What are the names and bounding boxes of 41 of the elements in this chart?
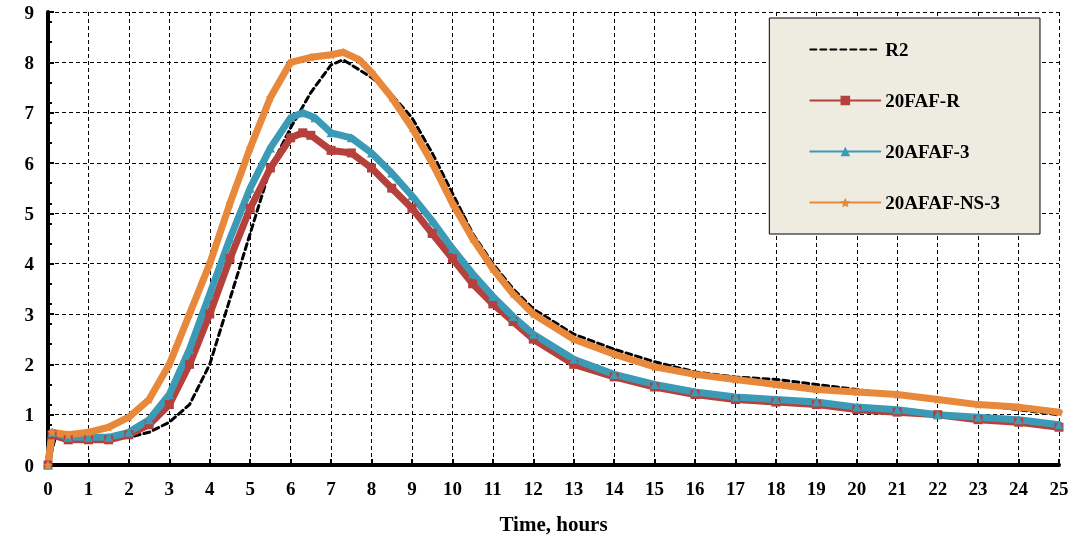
x-tick-label: 15 — [645, 478, 665, 499]
legend-label: 20FAF-R — [885, 90, 961, 111]
x-tick-label: 2 — [124, 478, 134, 499]
y-tick-label: 9 — [24, 1, 34, 23]
x-tick-label: 4 — [205, 478, 216, 499]
x-tick-label: 3 — [164, 478, 175, 499]
x-tick-label: 9 — [407, 478, 417, 499]
x-tick-label: 22 — [928, 478, 948, 499]
x-tick-label: 1 — [83, 478, 94, 499]
x-tick-label: 23 — [968, 478, 988, 499]
x-tick-label: 19 — [806, 478, 826, 499]
x-tick-label: 21 — [887, 478, 907, 499]
legend-label: 20AFAF-3 — [885, 141, 970, 162]
x-axis-title: Time, hours — [499, 511, 608, 536]
y-tick-label: 3 — [24, 303, 34, 325]
x-tick-label: 8 — [366, 478, 377, 499]
x-tick-label: 25 — [1049, 478, 1069, 499]
y-tick-label: 4 — [24, 253, 35, 275]
x-tick-label: 16 — [685, 478, 705, 499]
x-tick-label: 13 — [564, 478, 584, 499]
y-tick-label: 0 — [24, 454, 34, 476]
x-tick-label: 12 — [523, 478, 543, 499]
x-tick-label: 24 — [1009, 478, 1029, 499]
x-tick-label: 7 — [326, 478, 337, 499]
y-tick-label: 1 — [24, 404, 34, 426]
x-tick-label: 17 — [725, 478, 746, 499]
x-tick-label: 18 — [766, 478, 786, 499]
x-tick-label: 5 — [245, 478, 255, 499]
legend-label: 20AFAF-NS-3 — [885, 192, 1000, 213]
legend-label: R2 — [885, 39, 909, 60]
y-tick-label: 2 — [24, 353, 34, 375]
x-tick-label: 6 — [285, 478, 296, 499]
x-tick-label: 10 — [442, 478, 462, 499]
y-tick-label: 7 — [24, 102, 35, 124]
x-tick-label: 14 — [604, 478, 625, 499]
y-tick-label: 6 — [24, 152, 34, 174]
x-tick-label: 0 — [43, 478, 53, 499]
y-tick-label: 5 — [24, 202, 34, 224]
x-tick-label: 20 — [847, 478, 867, 499]
y-tick-label: 8 — [24, 51, 34, 73]
x-tick-label: 11 — [483, 478, 502, 499]
